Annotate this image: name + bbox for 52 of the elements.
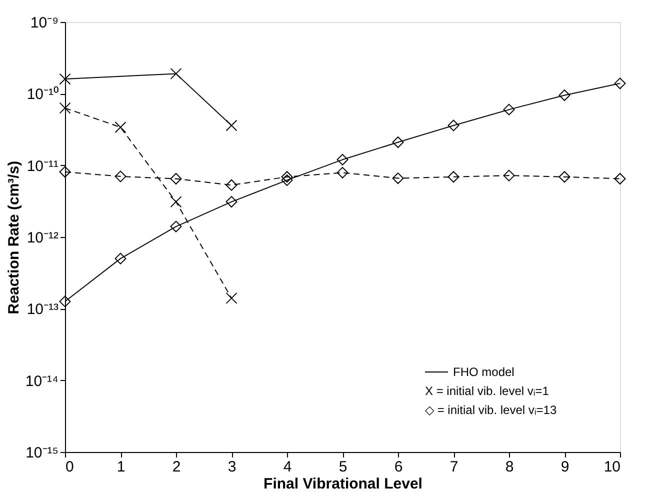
x-tick-label: 0 [66,458,74,476]
point [170,172,182,184]
point [226,292,238,304]
point [336,154,348,166]
x-tick-label: 5 [338,458,348,476]
y-tick-label: 10⁻¹⁴ [25,372,58,390]
point [170,196,182,208]
point [170,68,182,80]
x-tick-label: 2 [172,458,181,476]
x-tick-label: 7 [450,458,458,476]
point [448,120,460,132]
point [59,102,71,114]
x-tick-label: 4 [283,458,292,476]
point [448,171,460,183]
point [59,166,71,178]
x-tick-label: 10 [604,458,620,476]
point [226,120,238,132]
point [226,179,238,191]
point [170,220,182,232]
point [503,104,515,116]
x-tick-label: 6 [394,458,403,476]
point [281,171,293,183]
y-tick-label: 10⁻⁹ [30,14,58,32]
point [114,252,126,264]
point [336,166,348,178]
point [114,170,126,182]
point [392,172,404,184]
x-tick-label: 3 [228,458,236,476]
y-tick-label: 10⁻¹⁵ [26,444,58,462]
y-tick-label: 10⁻¹⁰ [26,86,58,104]
annotation: ◇ = initial vib. level vᵢ=13 [425,403,557,417]
annotation: FHO model [453,365,514,379]
annotation: X = initial vib. level vᵢ=1 [425,384,550,398]
point [392,136,404,148]
point [614,78,626,90]
point [558,171,570,183]
point [59,296,71,308]
x-axis-title: Final Vibrational Level [264,476,422,492]
point [281,174,293,186]
y-axis-title: Reaction Rate (cm³/s) [5,160,22,314]
point [614,172,626,184]
point [558,90,570,102]
point [59,73,71,85]
point [226,196,238,208]
x-tick-label: 1 [116,458,126,476]
point [503,170,515,182]
point [114,122,126,133]
x-tick-label: 8 [505,458,514,476]
y-tick-label: 10⁻¹² [26,230,58,246]
y-tick-label: 10⁻¹³ [26,301,58,318]
y-tick-label: 10⁻¹¹ [26,158,58,175]
x-tick-label: 9 [560,458,570,476]
